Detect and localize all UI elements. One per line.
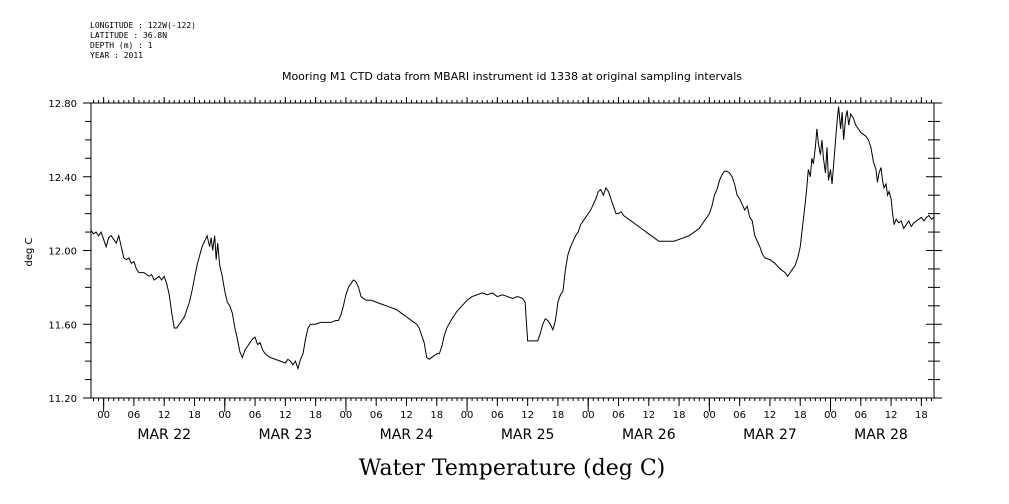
x-tick-label: 06: [249, 410, 262, 421]
day-label: MAR 26: [622, 427, 676, 443]
x-tick-label: 00: [97, 410, 110, 421]
x-tick-label: 00: [461, 410, 474, 421]
metadata-block: LONGITUDE : 122W(-122) LATITUDE : 36.8N …: [90, 21, 196, 61]
x-tick-label: 12: [279, 410, 292, 421]
x-tick-label: 18: [915, 410, 928, 421]
x-tick-label: 18: [188, 410, 201, 421]
x-tick-label: 18: [552, 410, 565, 421]
x-tick-label: 18: [430, 410, 443, 421]
day-label: MAR 28: [854, 427, 908, 443]
day-label: MAR 25: [501, 427, 555, 443]
x-tick-label: 06: [128, 410, 141, 421]
y-axis-label: deg C: [24, 237, 35, 266]
y-tick-label: 12.80: [48, 99, 77, 110]
day-labels: MAR 22 MAR 23 MAR 24 MAR 25 MAR 26 MAR 27 MAR …: [137, 427, 907, 443]
day-label: MAR 22: [137, 427, 191, 443]
x-tick-label: 12: [885, 410, 898, 421]
x-tick-label: 06: [733, 410, 746, 421]
x-tick-label: 12: [400, 410, 413, 421]
longitude-text: LONGITUDE : 122W(-122): [90, 21, 196, 30]
latitude-text: LATITUDE : 36.8N: [90, 31, 168, 40]
x-tick-label: 12: [158, 410, 171, 421]
y-tick-label: 11.20: [48, 394, 77, 405]
x-tick-label: 00: [824, 410, 837, 421]
x-tick-label: 00: [218, 410, 231, 421]
x-tick-label: 12: [642, 410, 655, 421]
bottom-title: Water Temperature (deg C): [359, 456, 666, 481]
year-text: YEAR : 2011: [90, 51, 143, 60]
x-tick-label: 06: [854, 410, 867, 421]
axis-ticks: [83, 97, 942, 412]
y-tick-label: 11.60: [48, 320, 77, 331]
x-tick-label: 06: [491, 410, 504, 421]
y-tick-label: 12.40: [48, 173, 77, 184]
x-tick-labels: 00 06 12 18 00 06 12 18 00 06 12 18 00 06 12 18 00 06 12 18…: [97, 410, 927, 421]
x-tick-label: 18: [309, 410, 322, 421]
y-tick-labels: 11.20 11.60 12.00 12.40 12.80: [48, 99, 77, 405]
y-tick-label: 12.00: [48, 247, 77, 258]
x-tick-label: 00: [703, 410, 716, 421]
x-tick-label: 06: [612, 410, 625, 421]
x-tick-label: 00: [340, 410, 353, 421]
x-tick-label: 06: [370, 410, 383, 421]
chart-title: Mooring M1 CTD data from MBARI instrumen…: [282, 70, 742, 83]
series-line-water-temperature: [90, 106, 935, 371]
x-tick-label: 18: [794, 410, 807, 421]
day-label: MAR 23: [259, 427, 313, 443]
day-label: MAR 27: [743, 427, 797, 443]
depth-text: DEPTH (m) : 1: [90, 41, 153, 50]
x-tick-label: 12: [521, 410, 534, 421]
x-tick-label: 18: [673, 410, 686, 421]
x-tick-label: 00: [582, 410, 595, 421]
day-label: MAR 24: [380, 427, 434, 443]
plot-frame: [90, 102, 935, 399]
x-tick-label: 12: [764, 410, 777, 421]
